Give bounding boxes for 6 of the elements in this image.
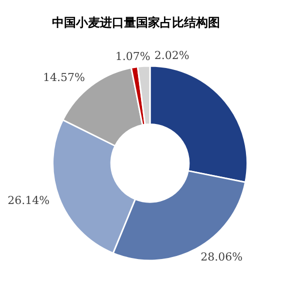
data-label: 2.02% — [154, 49, 190, 62]
data-label: 1.07% — [115, 50, 150, 64]
data-label: 26.14% — [8, 194, 50, 207]
data-label: 28.06% — [200, 250, 243, 264]
chart-title: 中国小麦进口量国家占比结构图 — [52, 15, 220, 30]
data-label: 14.57% — [42, 70, 85, 84]
